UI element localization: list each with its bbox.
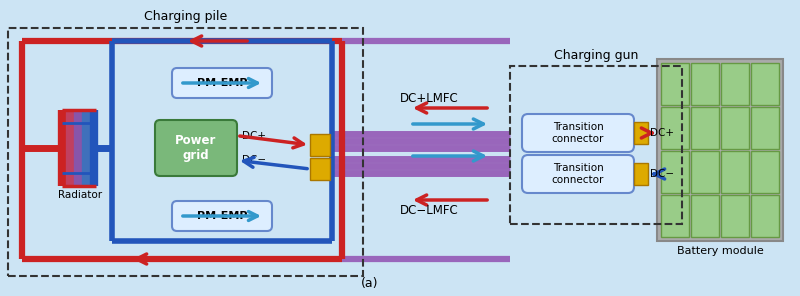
- Text: (a): (a): [362, 277, 378, 290]
- Text: Transition
connector: Transition connector: [552, 122, 604, 144]
- Bar: [310, 134, 330, 156]
- Bar: [691, 63, 719, 105]
- Text: DC−: DC−: [242, 155, 266, 165]
- Text: Charging pile: Charging pile: [144, 10, 227, 23]
- Bar: [634, 122, 648, 144]
- FancyBboxPatch shape: [522, 114, 634, 152]
- Bar: [721, 63, 749, 105]
- Text: Transition
connector: Transition connector: [552, 163, 604, 185]
- Text: Charging gun: Charging gun: [554, 49, 638, 62]
- Text: Battery module: Battery module: [677, 246, 763, 256]
- Text: Radiator: Radiator: [58, 190, 102, 200]
- Bar: [691, 195, 719, 237]
- Bar: [510, 66, 682, 224]
- FancyBboxPatch shape: [172, 201, 272, 231]
- Bar: [691, 107, 719, 149]
- Bar: [661, 195, 689, 237]
- Text: DC−: DC−: [650, 169, 674, 179]
- Bar: [751, 195, 779, 237]
- Bar: [751, 107, 779, 149]
- Text: Power
grid: Power grid: [175, 134, 217, 162]
- Bar: [721, 195, 749, 237]
- Bar: [310, 158, 330, 180]
- FancyBboxPatch shape: [172, 68, 272, 98]
- Text: PM-EMP: PM-EMP: [197, 78, 247, 88]
- Bar: [691, 151, 719, 193]
- Bar: [661, 63, 689, 105]
- FancyBboxPatch shape: [522, 155, 634, 193]
- Bar: [721, 151, 749, 193]
- Bar: [657, 59, 783, 241]
- Bar: [661, 151, 689, 193]
- Bar: [751, 151, 779, 193]
- Text: PM-EMP: PM-EMP: [197, 211, 247, 221]
- Bar: [661, 107, 689, 149]
- FancyBboxPatch shape: [155, 120, 237, 176]
- Bar: [721, 107, 749, 149]
- Text: DC−LMFC: DC−LMFC: [400, 205, 458, 218]
- Text: DC+LMFC: DC+LMFC: [400, 91, 458, 104]
- Bar: [634, 163, 648, 185]
- Bar: [751, 63, 779, 105]
- Text: DC+: DC+: [650, 128, 674, 138]
- Text: DC+: DC+: [242, 131, 266, 141]
- Bar: [8, 28, 363, 276]
